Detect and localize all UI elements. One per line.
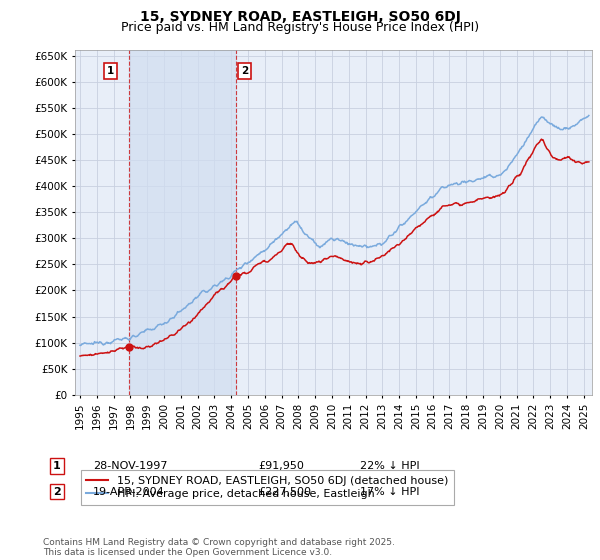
Text: £227,500: £227,500: [258, 487, 311, 497]
Text: Contains HM Land Registry data © Crown copyright and database right 2025.
This d: Contains HM Land Registry data © Crown c…: [43, 538, 395, 557]
Text: 2: 2: [241, 66, 248, 76]
Text: 22% ↓ HPI: 22% ↓ HPI: [360, 461, 419, 471]
Text: 1: 1: [107, 66, 114, 76]
Bar: [129, 50, 236, 395]
Text: £91,950: £91,950: [258, 461, 304, 471]
Text: 19-APR-2004: 19-APR-2004: [93, 487, 165, 497]
Text: Price paid vs. HM Land Registry's House Price Index (HPI): Price paid vs. HM Land Registry's House …: [121, 21, 479, 34]
Text: 2: 2: [53, 487, 61, 497]
Text: 28-NOV-1997: 28-NOV-1997: [93, 461, 167, 471]
Text: 17% ↓ HPI: 17% ↓ HPI: [360, 487, 419, 497]
Text: 15, SYDNEY ROAD, EASTLEIGH, SO50 6DJ: 15, SYDNEY ROAD, EASTLEIGH, SO50 6DJ: [140, 10, 460, 24]
Text: 1: 1: [53, 461, 61, 471]
Legend: 15, SYDNEY ROAD, EASTLEIGH, SO50 6DJ (detached house), HPI: Average price, detac: 15, SYDNEY ROAD, EASTLEIGH, SO50 6DJ (de…: [80, 470, 454, 505]
